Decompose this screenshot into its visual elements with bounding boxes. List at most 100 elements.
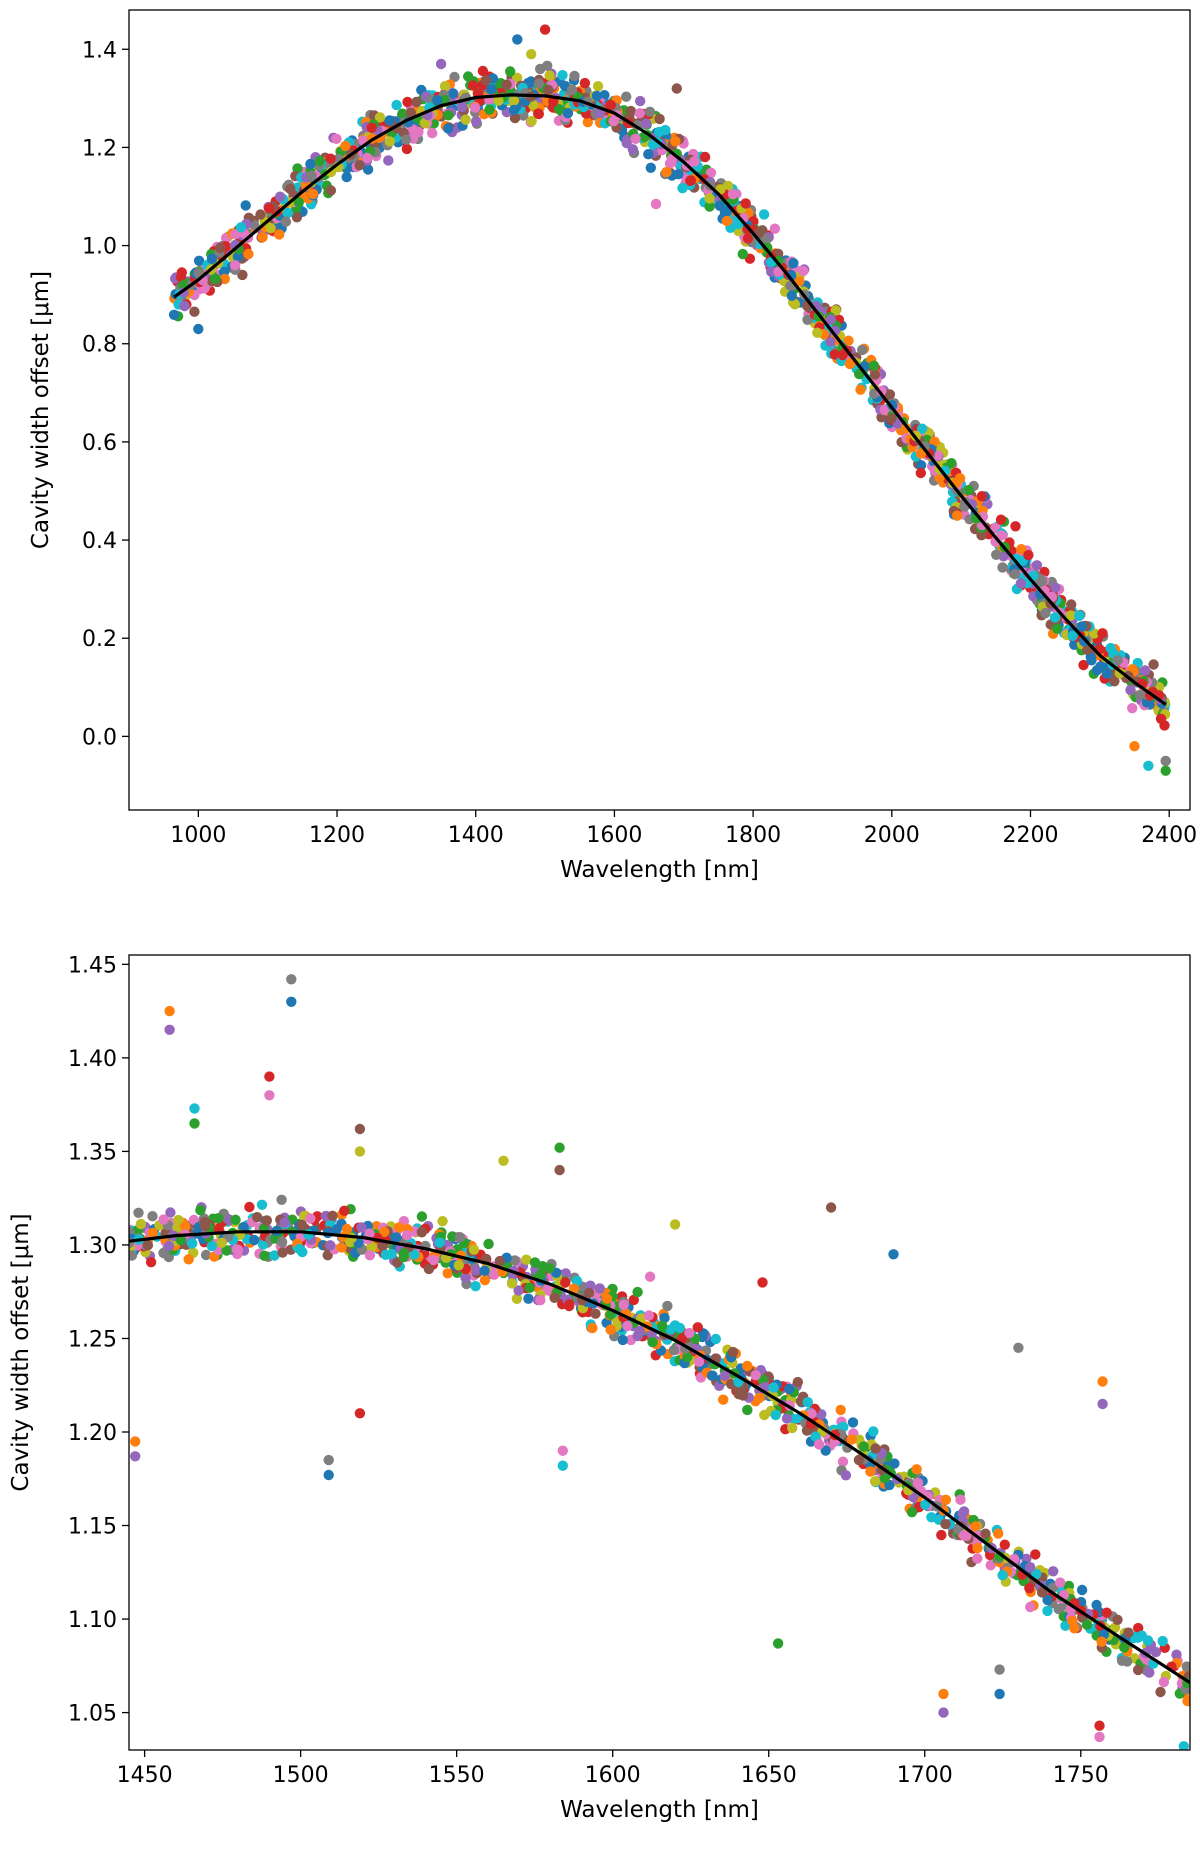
scatter-point <box>274 191 286 202</box>
scatter-point <box>175 1234 187 1246</box>
scatter-point <box>325 1240 336 1251</box>
scatter-point <box>991 549 1002 560</box>
scatter-point <box>1155 1686 1166 1698</box>
scatter-point-outlier <box>498 1155 509 1167</box>
chart-panel-top: 1000 1200 1400 1600 1800 2000 2200 2400 0.0 0.2 0.… <box>28 9 1197 883</box>
scatter-point <box>206 1240 217 1252</box>
scatter-point <box>416 1227 427 1238</box>
scatter-point <box>605 99 616 111</box>
scatter-point <box>513 1285 524 1296</box>
scatter-point <box>391 1232 402 1243</box>
scatter-point <box>467 80 479 91</box>
scatter-point-outlier <box>1097 1376 1108 1387</box>
scatter-point <box>542 60 553 71</box>
scatter-point <box>480 75 492 86</box>
scatter-point <box>1016 544 1027 555</box>
scatter-point <box>1127 703 1138 714</box>
scatter-point <box>812 327 823 338</box>
scatter-point <box>553 104 565 115</box>
scatter-point <box>427 127 438 139</box>
y-tick-label: 0.8 <box>82 333 117 358</box>
scatter-point <box>802 314 813 325</box>
scatter-point <box>1182 1695 1190 1707</box>
scatter-point <box>916 423 928 434</box>
scatter-point <box>533 108 544 119</box>
scatter-point <box>460 1272 471 1283</box>
scatter-point <box>147 1227 158 1239</box>
scatter-point <box>705 167 717 178</box>
scatter-point <box>641 118 652 129</box>
scatter-point <box>229 260 241 271</box>
x-tick-label: 1800 <box>725 823 781 848</box>
scatter-point-outlier <box>1129 741 1140 752</box>
scatter-point-outlier <box>671 83 682 94</box>
scatter-point <box>483 1238 494 1250</box>
scatter-point <box>682 1351 693 1363</box>
x-tick-label: 1650 <box>741 1763 797 1788</box>
scatter-point <box>1119 1642 1130 1653</box>
scatter-point <box>618 1299 629 1311</box>
scatter-point <box>792 1376 803 1388</box>
scatter-point <box>364 1250 376 1261</box>
scatter-point <box>654 113 665 125</box>
scatter-point <box>230 1214 241 1226</box>
plot-frame <box>128 9 1191 811</box>
scatter-point-outlier <box>164 1024 175 1036</box>
scatter-point <box>409 1249 420 1260</box>
scatter-point-outlier <box>938 1707 949 1718</box>
scatter-point <box>405 107 416 118</box>
x-axis-label: Wavelength [nm] <box>560 1797 759 1823</box>
scatter-point-outlier <box>1143 760 1154 771</box>
scatter-point <box>393 1222 405 1233</box>
scatter-point <box>306 170 317 182</box>
scatter-point <box>802 1397 813 1408</box>
scatter-point <box>521 1254 532 1265</box>
scatter-point <box>707 1370 718 1381</box>
scatter-point <box>645 162 656 173</box>
scatter-point-outlier <box>435 58 447 70</box>
scatter-point <box>869 369 881 380</box>
scatter-point <box>846 1434 857 1445</box>
scatter-point <box>506 1278 518 1289</box>
scatter-point <box>920 1499 931 1511</box>
scatter-point <box>325 185 337 196</box>
scatter-point <box>569 70 580 82</box>
scatter-point <box>628 1294 639 1306</box>
scatter-point <box>564 1299 575 1310</box>
scatter-point <box>509 1255 520 1266</box>
scatter-point <box>985 1560 996 1571</box>
scatter-point <box>296 1219 308 1231</box>
scatter-point <box>1074 610 1085 621</box>
scatter-point <box>265 223 276 234</box>
scatter-point <box>331 133 342 144</box>
scatter-point <box>523 1293 534 1304</box>
fit-line <box>129 1230 1190 1685</box>
scatter-point <box>470 1265 481 1276</box>
scatter-point <box>1069 1623 1080 1634</box>
scatter-point-outlier <box>354 1146 366 1157</box>
scatter-point <box>1050 582 1061 593</box>
scatter-point <box>1181 1661 1190 1672</box>
scatter-point <box>915 467 926 479</box>
scatter-point <box>1025 1601 1036 1613</box>
scatter-point <box>470 1281 481 1292</box>
scatter-point <box>583 1287 595 1299</box>
scatter-point <box>630 133 641 144</box>
scatter-point <box>621 91 632 102</box>
scatter-point <box>951 510 963 521</box>
scatter-point <box>505 66 516 77</box>
scatter-point <box>356 1222 367 1233</box>
scatter-point <box>970 1521 981 1532</box>
scatter-point <box>1157 1635 1168 1647</box>
y-tick-label: 1.40 <box>68 1047 117 1072</box>
scatter-point <box>249 1234 260 1246</box>
scatter-point <box>1066 599 1077 610</box>
scatter-point-outlier <box>994 1664 1005 1675</box>
scatter-point <box>865 1466 876 1477</box>
scatter-point <box>654 126 665 138</box>
scatter-point <box>206 253 218 264</box>
scatter-point-outlier <box>554 1142 565 1153</box>
y-tick-label: 1.25 <box>68 1327 117 1352</box>
scatter-point <box>274 229 285 240</box>
scatter-point <box>632 1286 643 1298</box>
